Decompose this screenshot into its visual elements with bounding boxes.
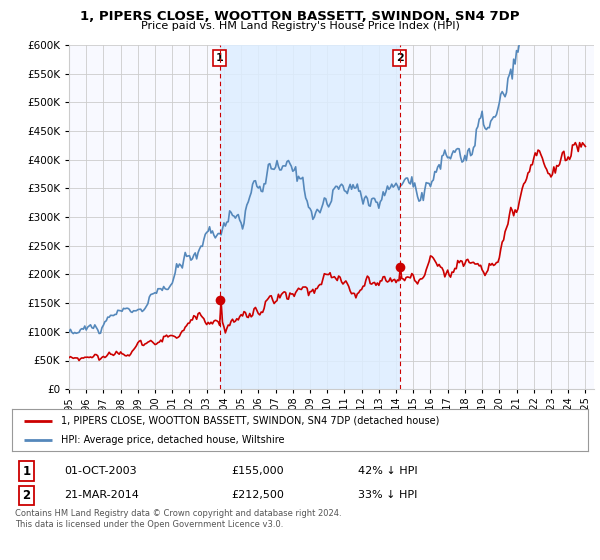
Text: Contains HM Land Registry data © Crown copyright and database right 2024.
This d: Contains HM Land Registry data © Crown c… <box>15 508 341 530</box>
Text: 21-MAR-2014: 21-MAR-2014 <box>64 491 139 501</box>
Text: 1, PIPERS CLOSE, WOOTTON BASSETT, SWINDON, SN4 7DP: 1, PIPERS CLOSE, WOOTTON BASSETT, SWINDO… <box>80 10 520 23</box>
Text: 2: 2 <box>22 489 31 502</box>
Text: 1: 1 <box>22 464 31 478</box>
Text: HPI: Average price, detached house, Wiltshire: HPI: Average price, detached house, Wilt… <box>61 435 284 445</box>
Text: 1, PIPERS CLOSE, WOOTTON BASSETT, SWINDON, SN4 7DP (detached house): 1, PIPERS CLOSE, WOOTTON BASSETT, SWINDO… <box>61 416 439 426</box>
Text: 33% ↓ HPI: 33% ↓ HPI <box>358 491 417 501</box>
Bar <box>220 45 400 389</box>
Text: £155,000: £155,000 <box>231 466 284 476</box>
Text: 1: 1 <box>216 53 223 63</box>
Text: 42% ↓ HPI: 42% ↓ HPI <box>358 466 417 476</box>
Text: 01-OCT-2003: 01-OCT-2003 <box>64 466 136 476</box>
Text: Price paid vs. HM Land Registry's House Price Index (HPI): Price paid vs. HM Land Registry's House … <box>140 21 460 31</box>
Text: £212,500: £212,500 <box>231 491 284 501</box>
Text: 2: 2 <box>396 53 404 63</box>
